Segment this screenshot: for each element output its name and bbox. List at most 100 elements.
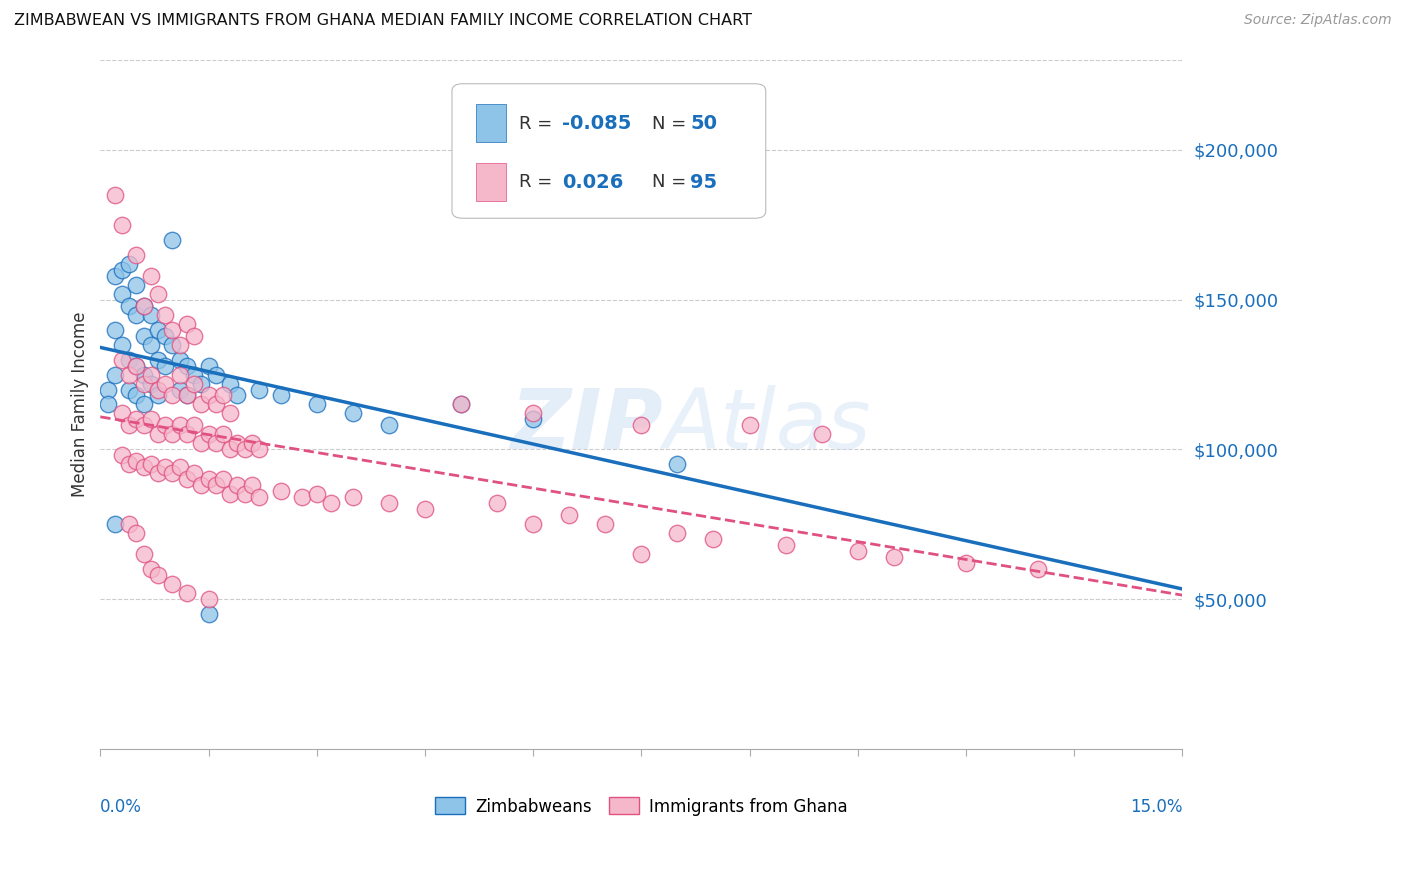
Point [132,460,155,475]
Point [197,592,219,607]
Point [270,484,292,499]
Text: -0.085: -0.085 [562,114,631,133]
FancyBboxPatch shape [475,163,506,201]
Point [247,491,270,505]
Text: Atlas: Atlas [664,384,870,466]
FancyBboxPatch shape [475,104,506,143]
Point [139,562,162,576]
Point [247,442,270,457]
Text: N =: N = [652,173,692,192]
Point [139,412,162,426]
Point [321,496,343,510]
Point [666,458,689,472]
Point [104,322,127,336]
Point [342,407,364,421]
Point [558,508,581,523]
Point [139,308,162,322]
Point [118,383,141,397]
Point [139,376,162,391]
Point [111,218,134,232]
Point [486,496,509,510]
Point [226,388,249,402]
Point [212,388,235,402]
Point [183,467,205,481]
Point [118,458,141,472]
Text: ZIP: ZIP [510,384,664,466]
Point [593,517,616,532]
Point [630,418,652,433]
Point [190,397,212,411]
Point [162,233,184,247]
Point [104,187,127,202]
Point [233,442,256,457]
Point [155,376,177,391]
Point [155,359,177,373]
Point [183,368,205,382]
Point [883,550,905,565]
Point [204,478,226,492]
Point [118,352,141,367]
Point [270,388,292,402]
Point [104,268,127,283]
Point [118,368,141,382]
Legend: Zimbabweans, Immigrants from Ghana: Zimbabweans, Immigrants from Ghana [427,789,856,824]
Point [176,388,198,402]
Point [305,397,328,411]
Point [522,412,544,426]
Point [146,388,169,402]
Point [169,368,191,382]
Point [146,286,169,301]
Point [162,577,184,591]
Point [450,397,472,411]
Point [247,383,270,397]
Point [125,359,148,373]
FancyBboxPatch shape [451,84,766,219]
Point [132,328,155,343]
Point [702,533,724,547]
Point [132,548,155,562]
Point [197,607,219,622]
Point [1026,562,1049,576]
Point [132,299,155,313]
Point [169,337,191,351]
Point [176,359,198,373]
Point [104,368,127,382]
Point [226,478,249,492]
Point [204,368,226,382]
Point [219,487,242,501]
Point [111,262,134,277]
Point [183,418,205,433]
Text: Source: ZipAtlas.com: Source: ZipAtlas.com [1244,13,1392,28]
Text: 15.0%: 15.0% [1130,797,1182,815]
Point [118,517,141,532]
Text: R =: R = [519,115,558,133]
Point [342,491,364,505]
Point [155,328,177,343]
Point [204,397,226,411]
Point [291,491,314,505]
Text: R =: R = [519,173,564,192]
Point [118,299,141,313]
Point [125,412,148,426]
Point [212,427,235,442]
Point [162,322,184,336]
Point [146,322,169,336]
Point [204,436,226,450]
Point [139,458,162,472]
Point [111,407,134,421]
Point [219,442,242,457]
Point [197,473,219,487]
Point [197,427,219,442]
Point [169,383,191,397]
Point [169,418,191,433]
Text: ZIMBABWEAN VS IMMIGRANTS FROM GHANA MEDIAN FAMILY INCOME CORRELATION CHART: ZIMBABWEAN VS IMMIGRANTS FROM GHANA MEDI… [14,13,752,29]
Point [190,478,212,492]
Point [139,368,162,382]
Y-axis label: Median Family Income: Median Family Income [72,311,89,497]
Point [169,460,191,475]
Text: N =: N = [652,115,692,133]
Point [155,460,177,475]
Point [378,418,401,433]
Point [240,478,263,492]
Point [775,538,797,552]
